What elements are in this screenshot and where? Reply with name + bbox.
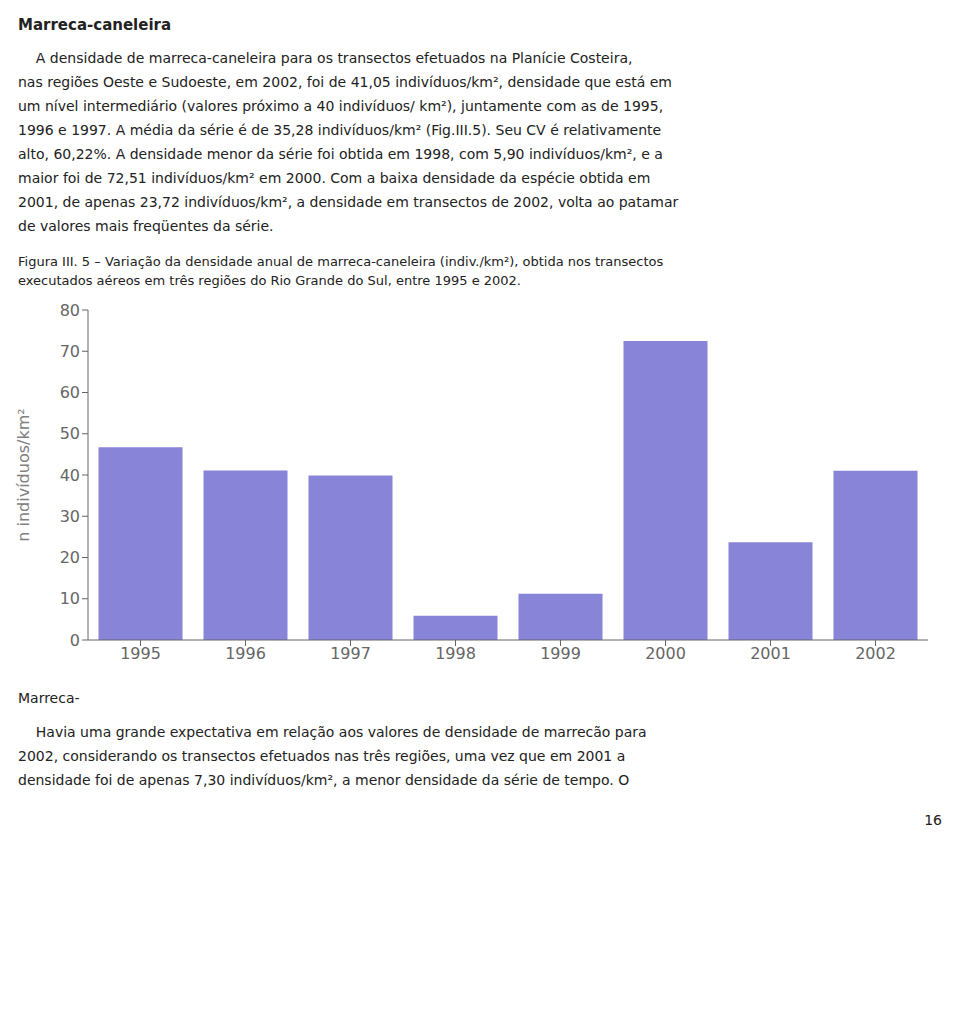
html-text:1996 e 1997. A média da série: 1996 e 1997. A média da série é de 35,28… [18, 122, 662, 138]
svg-text:2001: 2001 [750, 644, 791, 663]
svg-text:70: 70 [60, 342, 80, 361]
html-text:alto, 60,22%. A densidade meno: alto, 60,22%. A densidade menor da série… [18, 146, 663, 162]
svg-text:1995: 1995 [120, 644, 161, 663]
svg-text:1999: 1999 [540, 644, 581, 663]
html-text:executados aéreos em três regi: executados aéreos em três regiões do Rio… [18, 273, 521, 288]
svg-text:1997: 1997 [330, 644, 371, 663]
html-text:Marreca-caneleira: Marreca-caneleira [18, 16, 172, 34]
html-text:Figura III. 5 – Variação da de: Figura III. 5 – Variação da densidade an… [18, 254, 664, 269]
html-text:densidade foi de apenas 7,30 i: densidade foi de apenas 7,30 indivíduos/… [18, 772, 630, 788]
svg-text:20: 20 [60, 548, 80, 567]
html-text:Marreca-: Marreca- [18, 690, 80, 706]
svg-text:50: 50 [60, 424, 80, 443]
svg-text:1996: 1996 [225, 644, 266, 663]
svg-text:n indivíduos/km²: n indivíduos/km² [14, 408, 33, 541]
html-text:A densidade de marreca-canelei: A densidade de marreca-caneleira para os… [18, 50, 633, 66]
html-text:maior foi de 72,51 indivíduos/: maior foi de 72,51 indivíduos/km² em 200… [18, 170, 651, 186]
svg-text:80: 80 [60, 301, 80, 320]
html-text:2001, de apenas 23,72 indivídu: 2001, de apenas 23,72 indivíduos/km², a … [18, 194, 679, 210]
svg-text:0: 0 [70, 631, 80, 650]
svg-text:30: 30 [60, 507, 80, 526]
svg-text:60: 60 [60, 383, 80, 402]
svg-text:40: 40 [60, 466, 80, 485]
html-text:nas regiões Oeste e Sudoeste,: nas regiões Oeste e Sudoeste, em 2002, f… [18, 74, 672, 90]
html-text:de valores mais freqüentes da: de valores mais freqüentes da série. [18, 218, 274, 234]
html-text:16: 16 [924, 812, 942, 828]
svg-text:2000: 2000 [645, 644, 686, 663]
svg-text:1998: 1998 [435, 644, 476, 663]
html-text:2002, considerando os transect: 2002, considerando os transectos efetuad… [18, 748, 626, 764]
svg-text:10: 10 [60, 589, 80, 608]
html-text:um nível intermediário (valore: um nível intermediário (valores próximo … [18, 98, 664, 114]
html-text:Havia uma grande expectativa e: Havia uma grande expectativa em relação … [18, 724, 647, 740]
svg-text:2002: 2002 [855, 644, 896, 663]
